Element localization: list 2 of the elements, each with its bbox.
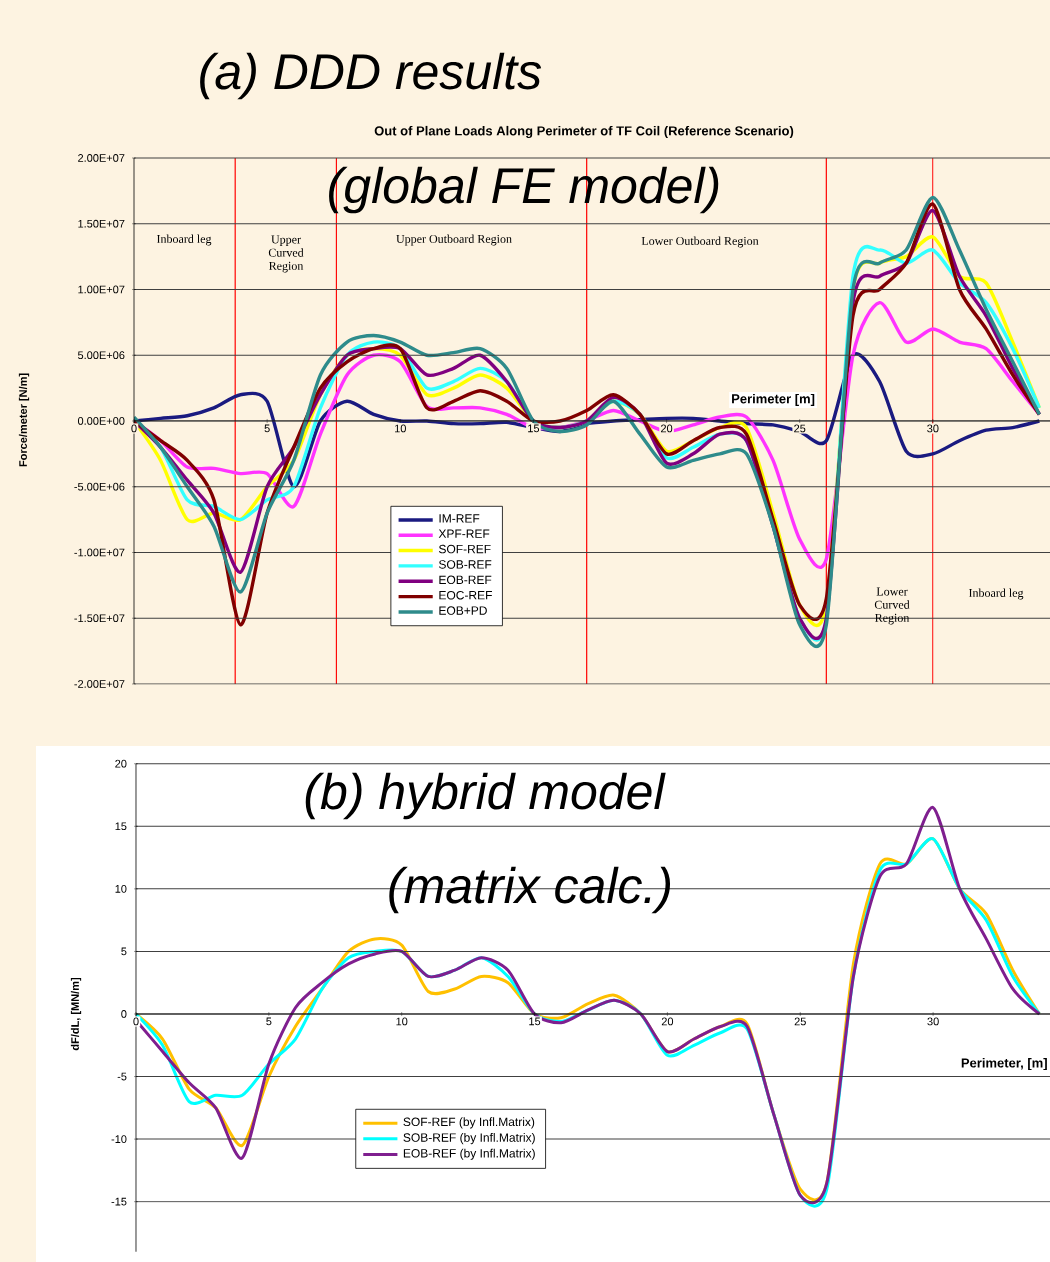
text: (a) DDD results: [199, 52, 541, 100]
annotation: (b) hybrid model: [305, 772, 666, 820]
